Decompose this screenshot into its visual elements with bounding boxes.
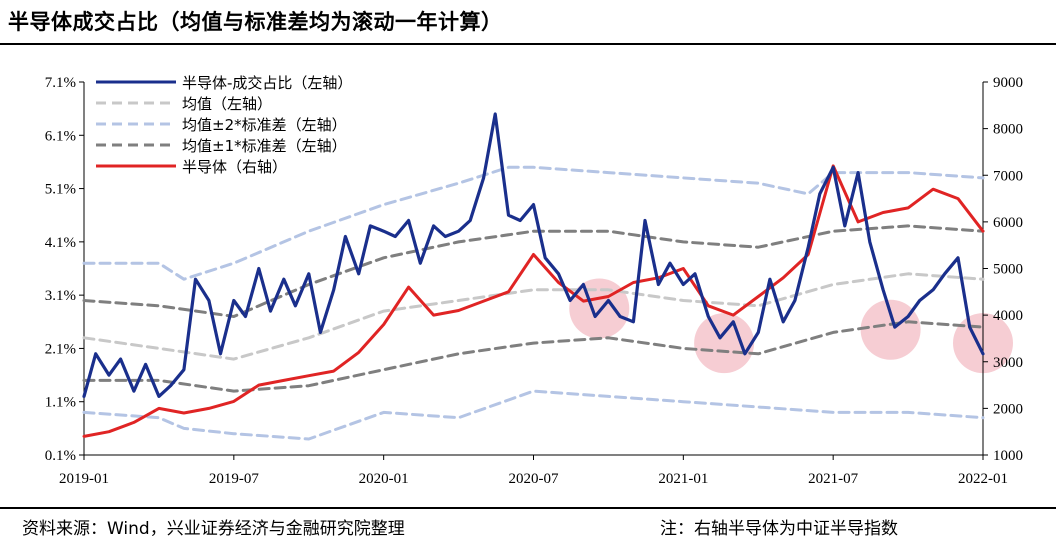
y-left-tick-label: 3.1% bbox=[45, 288, 76, 304]
x-tick-label: 2019-07 bbox=[209, 471, 259, 487]
x-tick-label: 2019-01 bbox=[59, 471, 109, 487]
legend-label-1: 半导体-成交占比（左轴） bbox=[182, 74, 352, 92]
footer-divider bbox=[0, 507, 1056, 509]
highlight-circle-3 bbox=[860, 299, 921, 360]
series-mean-plus-2sd-line bbox=[82, 165, 985, 281]
x-tick-label: 2020-01 bbox=[359, 471, 409, 487]
legend-label-5: 半导体（右轴） bbox=[182, 158, 287, 176]
y-right-tick-label: 2000 bbox=[993, 401, 1023, 417]
series-mean-plus-1sd-line bbox=[82, 224, 985, 318]
y-left-tick-label: 6.1% bbox=[45, 128, 76, 144]
series-mean-line bbox=[82, 272, 985, 361]
y-left-tick-label: 4.1% bbox=[45, 235, 76, 251]
x-tick-label: 2021-01 bbox=[658, 471, 708, 487]
y-left-tick-label: 2.1% bbox=[45, 341, 76, 357]
y-left-tick-label: 0.1% bbox=[45, 448, 76, 464]
legend-label-2: 均值（左轴） bbox=[182, 95, 272, 113]
x-tick-label: 2021-07 bbox=[808, 471, 858, 487]
series-mean-minus-1sd-line bbox=[82, 320, 985, 393]
y-right-tick-label: 5000 bbox=[993, 262, 1023, 278]
legend-label-3: 均值±2*标准差（左轴） bbox=[182, 116, 347, 134]
header-divider bbox=[0, 43, 1056, 45]
highlight-circle-1 bbox=[569, 278, 630, 339]
y-right-tick-label: 1000 bbox=[993, 448, 1023, 464]
x-tick-label: 2022-01 bbox=[958, 471, 1008, 487]
series-ratio-line bbox=[82, 112, 985, 398]
y-left-tick-label: 5.1% bbox=[45, 182, 76, 198]
y-right-tick-label: 9000 bbox=[993, 75, 1023, 91]
y-right-tick-label: 6000 bbox=[993, 215, 1023, 231]
x-tick-label: 2020-07 bbox=[509, 471, 559, 487]
y-left-tick-label: 1.1% bbox=[45, 395, 76, 411]
y-right-tick-label: 4000 bbox=[993, 308, 1023, 324]
y-right-tick-label: 3000 bbox=[993, 355, 1023, 371]
y-left-tick-label: 7.1% bbox=[45, 75, 76, 91]
highlight-circle-2 bbox=[694, 313, 755, 374]
chart-title: 半导体成交占比（均值与标准差均为滚动一年计算） bbox=[8, 10, 503, 34]
series-mean-minus-2sd-line bbox=[82, 389, 985, 441]
axis-note: 注：右轴半导体为中证半导指数 bbox=[660, 519, 898, 539]
y-right-tick-label: 8000 bbox=[993, 122, 1023, 138]
source-note: 资料来源：Wind，兴业证券经济与金融研究院整理 bbox=[22, 519, 405, 539]
legend-label-4: 均值±1*标准差（左轴） bbox=[182, 137, 347, 155]
y-right-tick-label: 7000 bbox=[993, 168, 1023, 184]
